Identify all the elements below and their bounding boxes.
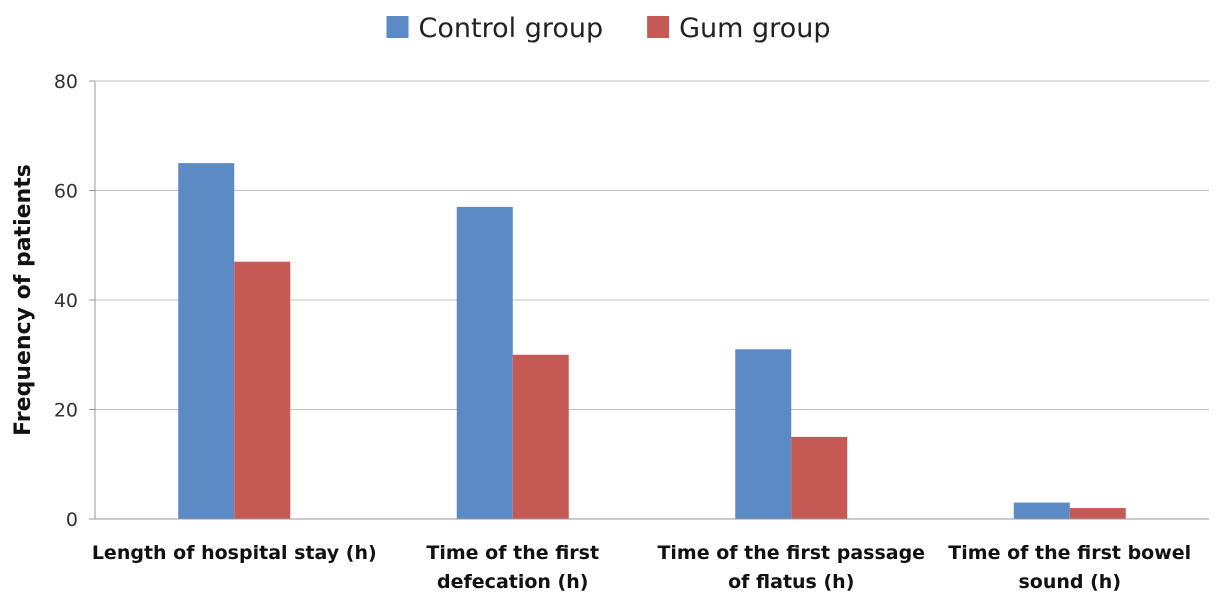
bar-control-group-4 bbox=[1013, 502, 1070, 519]
x-category-label-4: Time of the first bowel sound (h) bbox=[948, 542, 1191, 593]
x-category-label-line: Time of the first bbox=[426, 542, 599, 564]
bar-gum-group-1 bbox=[234, 261, 291, 519]
legend-swatch-2 bbox=[647, 16, 670, 38]
bar-gum-group-2 bbox=[512, 354, 569, 519]
y-tick-labels: 0 20 40 60 80 bbox=[54, 71, 78, 531]
y-tick-label-40: 40 bbox=[54, 290, 78, 312]
y-tick-label-80: 80 bbox=[54, 71, 78, 93]
x-category-label-line: of flatus (h) bbox=[728, 571, 854, 593]
y-tick-label-60: 60 bbox=[54, 181, 78, 203]
legend-label-2: Gum group bbox=[679, 13, 830, 44]
bar-control-group-1 bbox=[178, 163, 235, 519]
legend-swatch-1 bbox=[386, 16, 409, 38]
x-category-label-1: Length of hospital stay (h) bbox=[92, 542, 377, 564]
y-tick-label-20: 20 bbox=[54, 400, 78, 422]
bar-control-group-3 bbox=[735, 349, 792, 519]
bar-gum-group-4 bbox=[1069, 508, 1126, 519]
y-axis-title: Frequency of patients bbox=[11, 164, 36, 436]
legend: Control group Gum group bbox=[386, 13, 830, 44]
legend-label-1: Control group bbox=[419, 13, 604, 44]
x-category-label-line: defecation (h) bbox=[437, 571, 588, 593]
axes bbox=[89, 80, 1209, 520]
x-category-labels: Length of hospital stay (h) Time of the f… bbox=[92, 542, 1191, 593]
bar-control-group-2 bbox=[456, 206, 513, 520]
x-category-label-line: Time of the first passage bbox=[657, 542, 925, 564]
x-category-label-3: Time of the first passage of flatus (h) bbox=[657, 542, 925, 593]
bar-gum-group-3 bbox=[791, 436, 848, 519]
x-category-label-line: sound (h) bbox=[1018, 571, 1121, 593]
x-category-label-2: Time of the first defecation (h) bbox=[426, 542, 599, 593]
bars bbox=[178, 163, 1126, 520]
x-category-label-line: Time of the first bowel bbox=[948, 542, 1191, 564]
x-category-label-line: Length of hospital stay (h) bbox=[92, 542, 377, 564]
y-tick-label-0: 0 bbox=[66, 509, 78, 531]
